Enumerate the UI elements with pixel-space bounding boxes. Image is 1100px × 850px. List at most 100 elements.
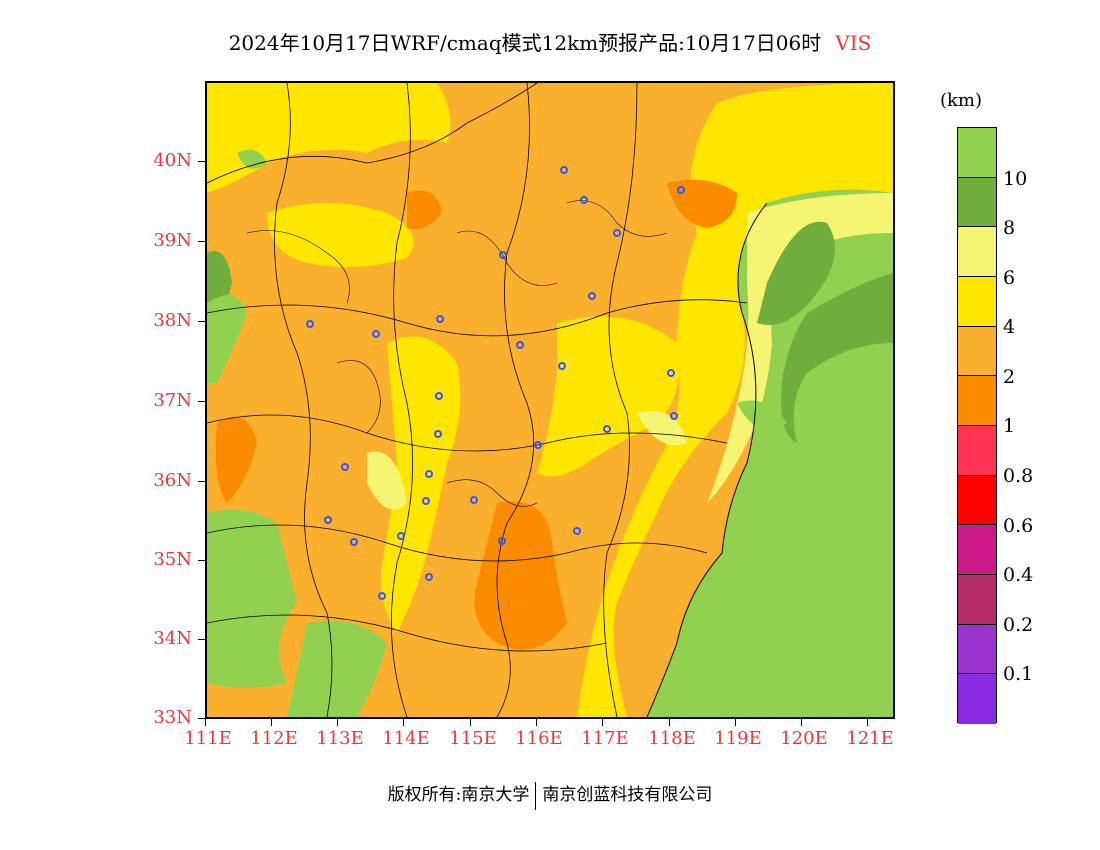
city-marker [378, 592, 386, 600]
lon-tick [536, 719, 537, 726]
map-title: 2024年10月17日WRF/cmaq模式12km预报产品:10月17日06时 V… [0, 27, 1100, 56]
legend-color-segment [958, 227, 996, 277]
lon-tick [470, 719, 471, 726]
city-marker [397, 532, 405, 540]
boundary-line [207, 83, 538, 184]
city-marker [435, 392, 443, 400]
boundary-line [566, 200, 668, 237]
boundary-line [207, 524, 708, 562]
zone-gt10-s [287, 620, 387, 717]
zone-gt10-sw [207, 509, 297, 688]
lon-label-116e: 116E [515, 728, 563, 749]
legend-color-segment [958, 525, 996, 575]
lat-label-39n: 39N [153, 230, 192, 251]
city-marker [324, 516, 332, 524]
lon-label-121e: 121E [846, 728, 894, 749]
footer-separator [535, 781, 537, 810]
legend-color-segment [958, 425, 996, 476]
city-marker [613, 229, 621, 237]
zone-8to10-sea-2 [781, 273, 893, 443]
boundary-line [274, 83, 333, 717]
boundary-line [446, 479, 538, 507]
lat-label-35n: 35N [153, 549, 192, 570]
lat-label-40n: 40N [153, 150, 192, 171]
zone-1to2-south [474, 501, 567, 650]
city-marker [516, 341, 524, 349]
city-marker [677, 186, 685, 194]
zone-1to2-n [407, 190, 442, 229]
lon-tick [867, 719, 868, 726]
map-canvas [207, 83, 893, 717]
lon-tick [669, 719, 670, 726]
boundary-line [246, 230, 350, 304]
legend-color-segment [958, 276, 996, 327]
lat-label-37n: 37N [153, 390, 192, 411]
city-marker [603, 425, 611, 433]
city-marker [580, 196, 588, 204]
zone-gt10-nw [237, 149, 267, 169]
legend-label: 10 [1003, 168, 1028, 190]
company-text: 南京创蓝科技有限公司 [542, 785, 713, 805]
legend-label: 0.6 [1003, 515, 1034, 537]
lat-label-36n: 36N [153, 470, 192, 491]
lat-tick [198, 718, 205, 719]
lon-tick [337, 719, 338, 726]
lat-tick [198, 560, 205, 561]
lat-tick [198, 321, 205, 322]
zone-4to6-east [537, 316, 680, 477]
zone-gt10-w [207, 295, 247, 383]
legend-label: 0.8 [1003, 465, 1034, 487]
footer: 版权所有:南京大学 南京创蓝科技有限公司 [0, 780, 1100, 810]
lon-tick [735, 719, 736, 726]
lon-tick [403, 719, 404, 726]
city-marker [436, 315, 444, 323]
city-marker [425, 573, 433, 581]
legend-unit: (km) [940, 90, 983, 111]
city-marker [434, 430, 442, 438]
color-legend [957, 127, 997, 724]
boundary-line [603, 83, 638, 717]
lat-tick [198, 241, 205, 242]
city-marker [534, 441, 542, 449]
boundary-line [390, 83, 414, 717]
city-marker [422, 497, 430, 505]
lon-tick [602, 719, 603, 726]
zone-8to10-sea [757, 221, 835, 325]
lon-label-113e: 113E [316, 728, 364, 749]
city-marker [306, 320, 314, 328]
legend-label: 6 [1003, 267, 1016, 289]
zone-4to6-ne [577, 83, 893, 717]
boundary-line [456, 230, 558, 286]
legend-label: 0.2 [1003, 614, 1034, 636]
legend-color-segment [958, 475, 996, 526]
city-marker [350, 538, 358, 546]
variable-label: VIS [835, 31, 872, 55]
lat-label-38n: 38N [153, 310, 192, 331]
legend-color-segment [958, 574, 996, 625]
boundary-line [207, 299, 748, 337]
lon-label-117e: 117E [581, 728, 629, 749]
legend-color-segment [958, 326, 996, 377]
lat-label-34n: 34N [153, 628, 192, 649]
city-marker [558, 362, 566, 370]
lon-label-112e: 112E [250, 728, 298, 749]
city-marker [470, 496, 478, 504]
city-marker [498, 537, 506, 545]
city-marker [588, 292, 596, 300]
lon-label-120e: 120E [780, 728, 828, 749]
zone-4to6-north [207, 83, 451, 193]
lon-tick [801, 719, 802, 726]
zone-1to2-w [215, 416, 257, 503]
boundary-line [496, 83, 535, 717]
lon-label-114e: 114E [382, 728, 430, 749]
zone-gt10-peninsula [737, 400, 787, 430]
legend-label: 0.1 [1003, 663, 1034, 685]
boundary-line [207, 614, 608, 652]
city-marker [372, 330, 380, 338]
legend-label: 1 [1003, 415, 1016, 437]
city-marker [560, 166, 568, 174]
zone-6to8-pocket-2 [367, 451, 407, 510]
lat-tick [198, 481, 205, 482]
lat-tick [198, 401, 205, 402]
city-marker [573, 527, 581, 535]
